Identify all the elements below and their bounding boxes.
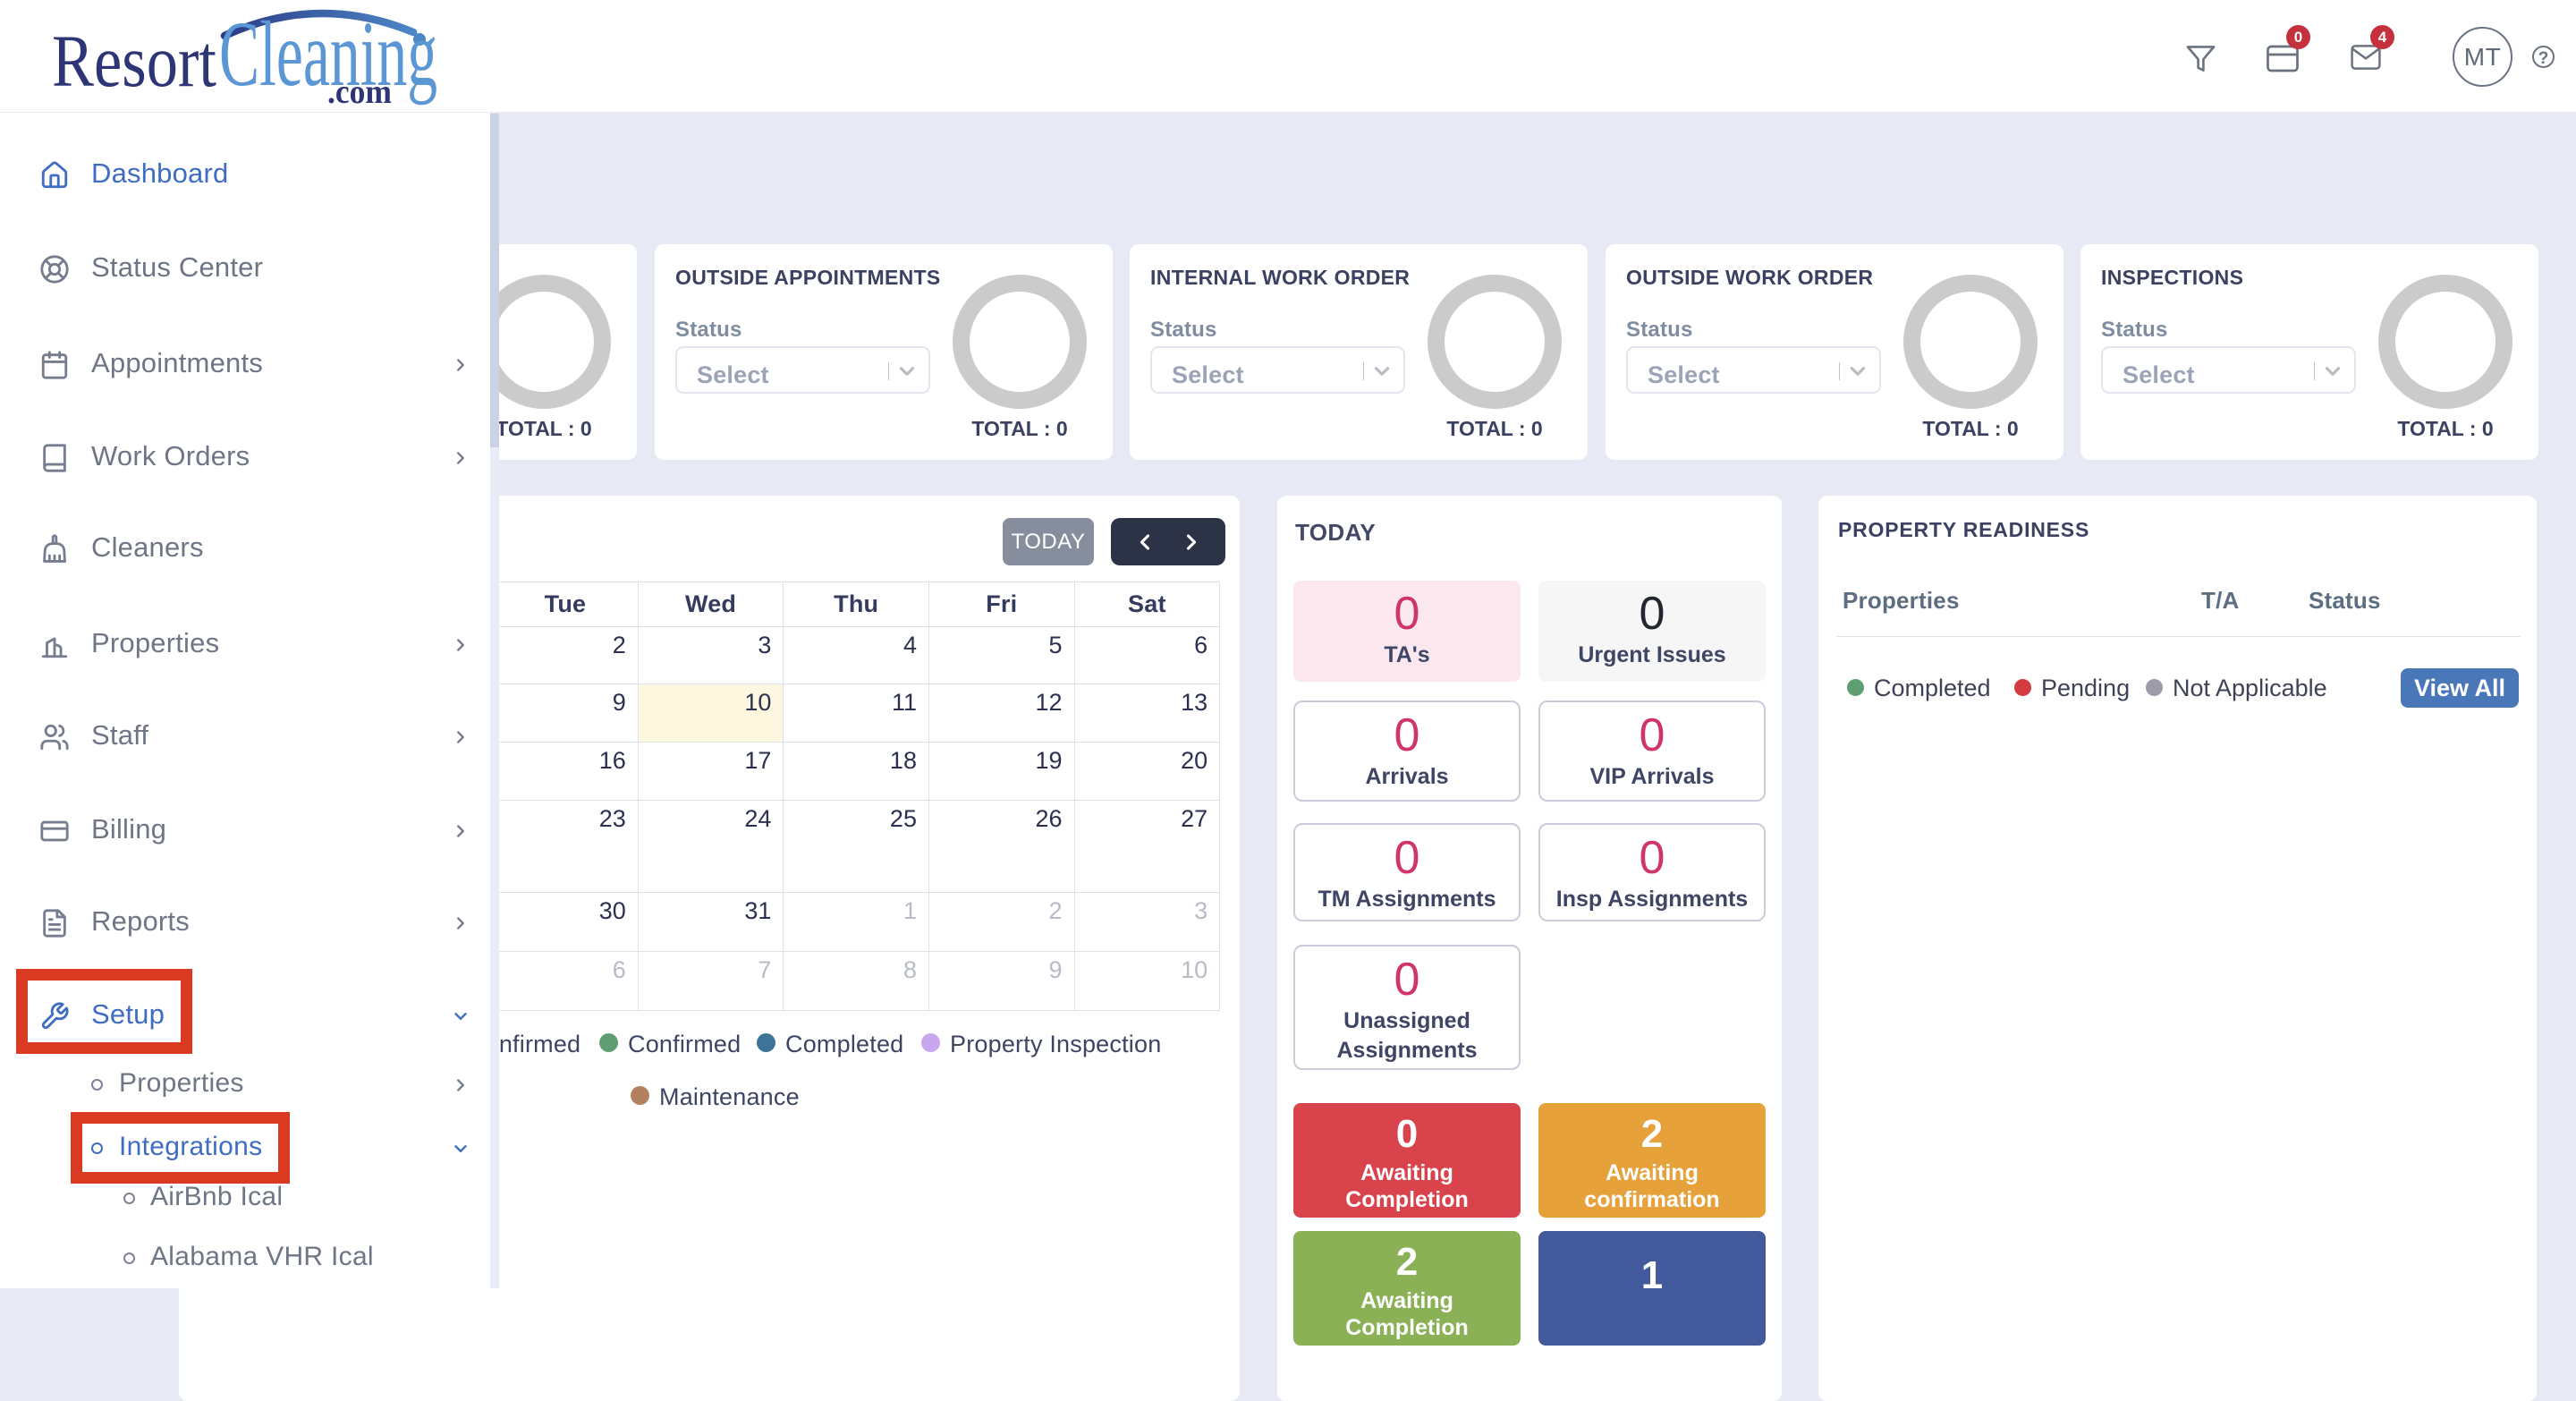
svg-text:Cleaning: Cleaning — [219, 3, 437, 106]
svg-text:.com: .com — [327, 73, 392, 111]
svg-text:Resort: Resort — [52, 20, 216, 102]
